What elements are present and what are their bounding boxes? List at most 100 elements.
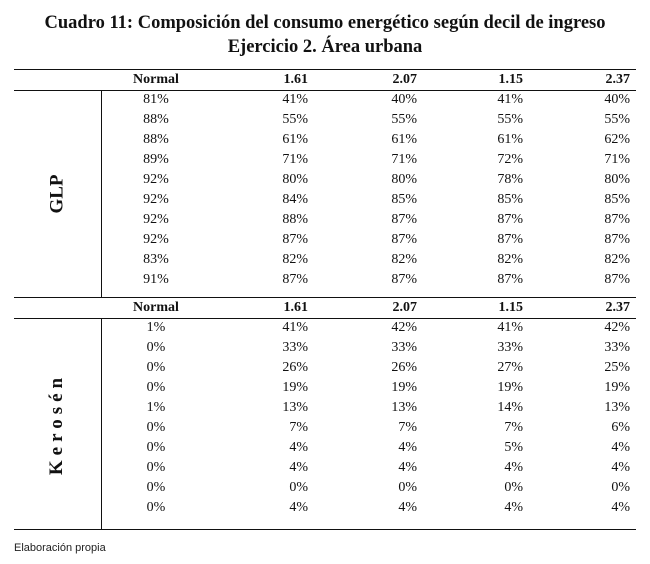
column-header: Normal <box>133 300 179 315</box>
table-cell: 92% <box>143 212 169 227</box>
table-cell: 0% <box>146 340 166 355</box>
table-row: 81% 41% 40% 41% 40% <box>101 90 636 110</box>
table-cell: 4% <box>504 460 523 475</box>
glp-table: Normal 1.61 2.07 1.15 2.37 81% 41% 40% 41% 40% 88%… <box>101 69 636 290</box>
table-cell: 42% <box>391 320 417 335</box>
table-cell: 0% <box>146 460 166 475</box>
table-cell: 61% <box>391 132 417 147</box>
table-cell: 92% <box>143 172 169 187</box>
table-cell: 0% <box>504 480 523 495</box>
table-cell: 4% <box>504 500 523 515</box>
table-cell: 7% <box>289 420 308 435</box>
table-cell: 41% <box>497 92 523 107</box>
table-cell: 40% <box>391 92 417 107</box>
table-cell: 14% <box>497 400 523 415</box>
table-cell: 13% <box>391 400 417 415</box>
table-cell: 87% <box>497 212 523 227</box>
table-cell: 4% <box>398 460 417 475</box>
table-cell: 55% <box>282 112 308 127</box>
table-row: 92% 84% 85% 85% 85% <box>101 190 636 210</box>
section-rule <box>14 297 636 298</box>
table-row: 0% 19% 19% 19% 19% <box>101 378 636 398</box>
column-header: 2.07 <box>392 72 418 87</box>
vertical-rule-glp <box>101 90 102 297</box>
column-header: 1.15 <box>498 72 524 87</box>
table-cell: 55% <box>497 112 523 127</box>
table-cell: 0% <box>146 380 166 395</box>
table-cell: 33% <box>391 340 417 355</box>
table-row: 89% 71% 71% 72% 71% <box>101 150 636 170</box>
table-cell: 25% <box>604 360 630 375</box>
header-rule-glp <box>14 90 636 91</box>
glp-label: GLP <box>46 173 68 214</box>
table-row: 88% 61% 61% 61% 62% <box>101 130 636 150</box>
table-row: 0% 4% 4% 4% 4% <box>101 458 636 478</box>
table-cell: 84% <box>282 192 308 207</box>
table-cell: 87% <box>391 272 417 287</box>
table-cell: 0% <box>146 440 166 455</box>
table-cell: 61% <box>497 132 523 147</box>
table-row: 0% 4% 4% 4% 4% <box>101 498 636 518</box>
table-cell: 87% <box>604 272 630 287</box>
table-cell: 4% <box>398 500 417 515</box>
table-cell: 7% <box>398 420 417 435</box>
header-row: Normal 1.61 2.07 1.15 2.37 <box>101 297 636 318</box>
table-cell: 0% <box>611 480 630 495</box>
table-subtitle: Ejercicio 2. Área urbana <box>227 37 423 57</box>
table-cell: 88% <box>143 132 169 147</box>
table-cell: 78% <box>497 172 523 187</box>
column-header: 1.61 <box>283 300 309 315</box>
table-cell: 87% <box>282 272 308 287</box>
table-cell: 19% <box>282 380 308 395</box>
section-label-kerosen: Kerosén <box>14 318 101 529</box>
table-cell: 87% <box>497 232 523 247</box>
table-cell: 33% <box>604 340 630 355</box>
table-cell: 80% <box>604 172 630 187</box>
table-cell: 62% <box>604 132 630 147</box>
table-cell: 33% <box>282 340 308 355</box>
table-cell: 87% <box>604 212 630 227</box>
table-cell: 33% <box>497 340 523 355</box>
table-cell: 13% <box>604 400 630 415</box>
table-cell: 0% <box>146 500 166 515</box>
column-header: 2.37 <box>605 72 631 87</box>
table-row: 92% 87% 87% 87% 87% <box>101 230 636 250</box>
bottom-rule <box>14 529 636 530</box>
table-cell: 91% <box>143 272 169 287</box>
column-header: 1.15 <box>498 300 524 315</box>
table-cell: 0% <box>398 480 417 495</box>
table-cell: 27% <box>497 360 523 375</box>
table-cell: 4% <box>398 440 417 455</box>
table-cell: 4% <box>611 500 630 515</box>
table-row: 1% 41% 42% 41% 42% <box>101 318 636 338</box>
table-cell: 1% <box>146 400 166 415</box>
table-cell: 42% <box>604 320 630 335</box>
table-cell: 87% <box>604 232 630 247</box>
table-cell: 40% <box>604 92 630 107</box>
table-cell: 13% <box>282 400 308 415</box>
table-cell: 82% <box>497 252 523 267</box>
column-header: 2.37 <box>605 300 631 315</box>
table-cell: 71% <box>391 152 417 167</box>
table-cell: 85% <box>604 192 630 207</box>
table-row: 88% 55% 55% 55% 55% <box>101 110 636 130</box>
table-cell: 88% <box>143 112 169 127</box>
table-cell: 88% <box>282 212 308 227</box>
table-cell: 81% <box>143 92 169 107</box>
table-cell: 4% <box>611 440 630 455</box>
column-header: Normal <box>133 72 179 87</box>
table-cell: 41% <box>282 320 308 335</box>
vertical-rule-kerosen <box>101 318 102 529</box>
table-cell: 0% <box>146 480 166 495</box>
column-header: 1.61 <box>283 72 309 87</box>
table-row: 0% 7% 7% 7% 6% <box>101 418 636 438</box>
table-row: 83% 82% 82% 82% 82% <box>101 250 636 270</box>
table-cell: 55% <box>604 112 630 127</box>
table-cell: 80% <box>391 172 417 187</box>
table-cell: 89% <box>143 152 169 167</box>
table-cell: 4% <box>611 460 630 475</box>
table-cell: 4% <box>289 500 308 515</box>
table-cell: 26% <box>282 360 308 375</box>
table-cell: 7% <box>504 420 523 435</box>
table-cell: 80% <box>282 172 308 187</box>
